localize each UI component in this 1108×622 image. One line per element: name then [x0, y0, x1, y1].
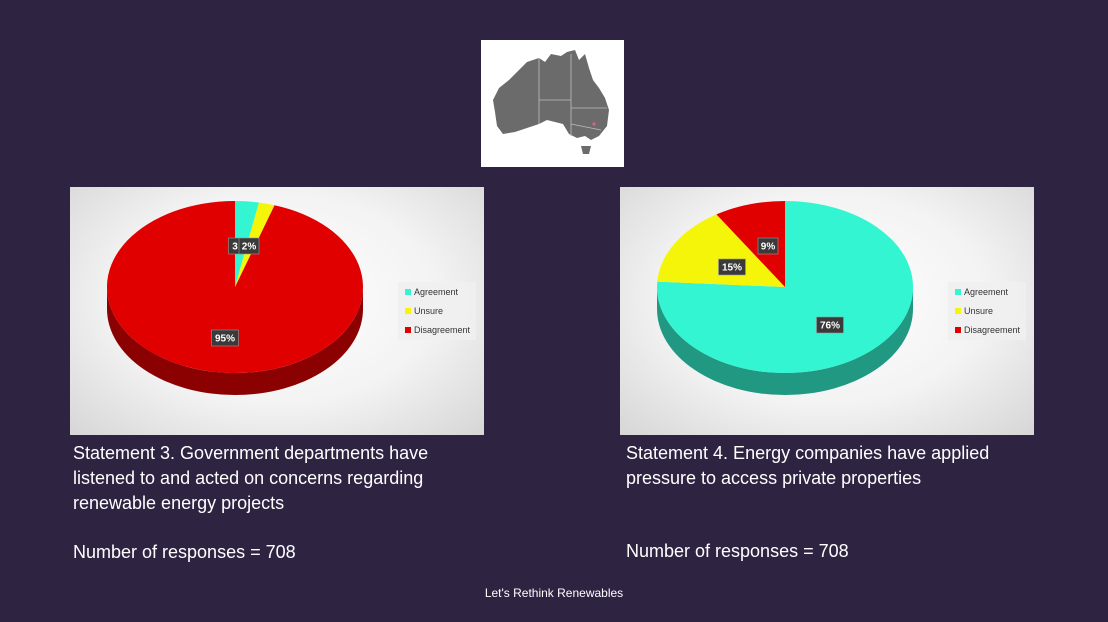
data-label-disagreement: 9%: [757, 237, 779, 255]
pie-slice-disagreement: [716, 201, 785, 287]
legend-label-disagreement: Disagreement: [414, 325, 471, 335]
data-label-unsure: 2%: [238, 237, 260, 255]
data-label-text: 95%: [215, 334, 235, 345]
legend-swatch-unsure: [405, 308, 411, 314]
data-label-agreement: 76%: [816, 316, 844, 334]
data-label-text: 3: [232, 242, 238, 253]
pie-slice-side-disagreement: [107, 287, 363, 395]
pie-chart-statement-3: 3 2% 95% Agreement Unsure Disagreement: [70, 187, 484, 435]
pie-chart-svg-right: 76% 15% 9% Agreement Unsure Disagreement: [657, 201, 1026, 395]
pie-chart-statement-4: 76% 15% 9% Agreement Unsure Disagreement: [620, 187, 1034, 435]
statement-4-text: Statement 4. Energy companies have appli…: [626, 443, 990, 488]
pie-slice-side-agreement: [657, 287, 913, 395]
data-label-disagreement: 95%: [211, 329, 239, 347]
legend-label-agreement: Agreement: [414, 287, 459, 297]
chart-legend: Agreement Unsure Disagreement: [948, 282, 1026, 340]
legend-swatch-disagreement: [955, 327, 961, 333]
legend-swatch-unsure: [955, 308, 961, 314]
legend-label-unsure: Unsure: [964, 306, 993, 316]
pie-side-group: [657, 287, 913, 395]
data-label-text: 2%: [242, 242, 257, 253]
pie-side-group: [107, 287, 363, 395]
data-label-text: 76%: [820, 321, 840, 332]
legend-swatch-disagreement: [405, 327, 411, 333]
responses-count-left: Number of responses = 708: [73, 542, 296, 562]
responses-count-right: Number of responses = 708: [626, 541, 849, 561]
legend-label-agreement: Agreement: [964, 287, 1009, 297]
legend-label-disagreement: Disagreement: [964, 325, 1021, 335]
legend-swatch-agreement: [405, 289, 411, 295]
pie-slice-unsure: [657, 214, 785, 287]
australia-map-icon: [493, 50, 609, 154]
data-label-text: 9%: [761, 242, 776, 253]
statement-3-text: Statement 3. Government departments have…: [73, 443, 429, 513]
footer-title: Let's Rethink Renewables: [484, 586, 624, 600]
legend-swatch-agreement: [955, 289, 961, 295]
pie-chart-svg-left: 3 2% 95% Agreement Unsure Disagreement: [107, 201, 476, 395]
data-label-unsure: 15%: [718, 258, 746, 276]
chart-legend: Agreement Unsure Disagreement: [398, 282, 476, 340]
pie-slice-disagreement: [107, 201, 363, 373]
legend-label-unsure: Unsure: [414, 306, 443, 316]
data-label-text: 15%: [722, 263, 742, 274]
australia-map-image: [481, 40, 624, 167]
